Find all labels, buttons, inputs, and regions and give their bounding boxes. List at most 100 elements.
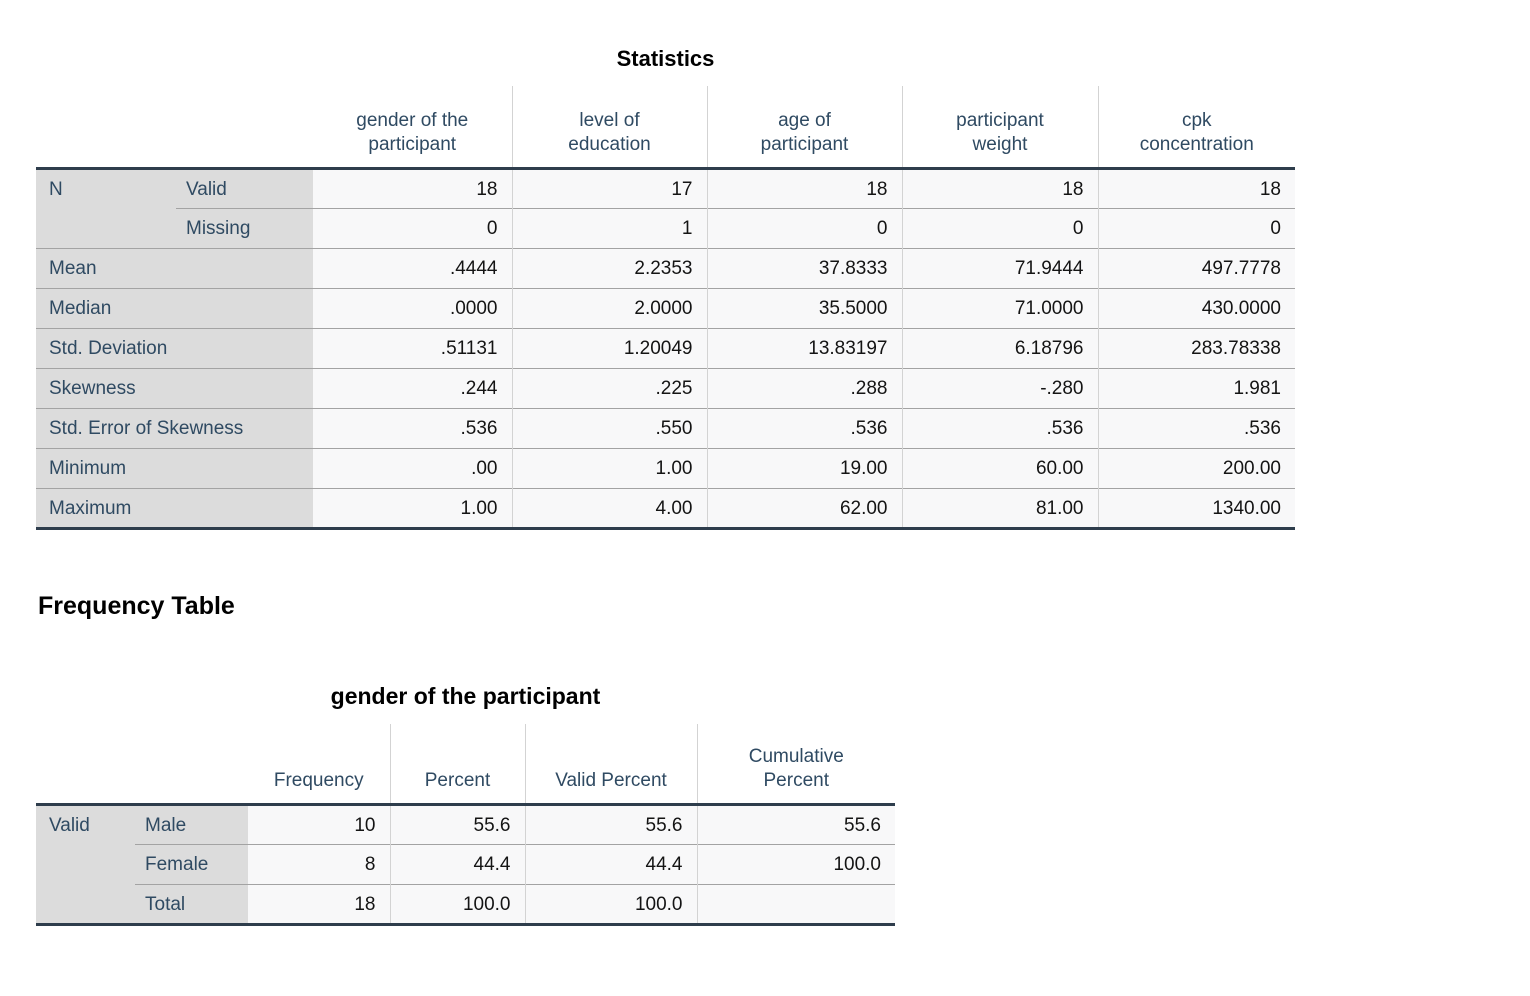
- value-cell: 1.981: [1097, 368, 1295, 409]
- value-cell: 62.00: [706, 488, 902, 529]
- statistics-table: gender of the participant level of educat…: [36, 86, 1295, 530]
- row-label: Minimum: [36, 448, 313, 489]
- value-cell: 497.7778: [1097, 248, 1295, 289]
- value-cell: 1: [511, 208, 707, 249]
- row-label: Std. Deviation: [36, 328, 313, 369]
- value-cell: 71.0000: [901, 288, 1098, 329]
- stub-header: [36, 86, 313, 170]
- spss-output-page: Statistics gender of the participant leve…: [0, 46, 1530, 926]
- column-header: Frequency: [248, 724, 390, 806]
- value-cell: 0: [706, 208, 902, 249]
- value-cell: 1.00: [313, 488, 512, 529]
- value-cell: 55.6: [696, 804, 895, 845]
- value-cell: 44.4: [389, 844, 525, 885]
- value-cell: -.280: [901, 368, 1098, 409]
- column-header: age of participant: [706, 86, 902, 170]
- frequency-header-row: Frequency Percent Valid Percent Cumulative …: [36, 724, 895, 806]
- value-cell: .00: [313, 448, 512, 489]
- value-cell: 6.18796: [901, 328, 1098, 369]
- value-cell: 19.00: [706, 448, 902, 489]
- value-cell: 18: [901, 168, 1098, 209]
- value-cell: 100.0: [389, 884, 525, 925]
- value-cell: .536: [313, 408, 512, 449]
- frequency-section: gender of the participant Frequency Perce…: [0, 683, 1530, 926]
- column-header: level of education: [511, 86, 707, 170]
- value-cell: .4444: [313, 248, 512, 289]
- row-label: Valid: [36, 804, 135, 925]
- value-cell: 0: [901, 208, 1098, 249]
- row-label: Skewness: [36, 368, 313, 409]
- value-cell: 60.00: [901, 448, 1098, 489]
- table-row: Std. Deviation .51131 1.20049 13.83197 6.187…: [36, 328, 1295, 369]
- value-cell: 44.4: [524, 844, 697, 885]
- value-cell: .536: [901, 408, 1098, 449]
- value-cell: .51131: [313, 328, 512, 369]
- table-row: Skewness .244.225.288 -.280 1.981: [36, 368, 1295, 409]
- value-cell: 13.83197: [706, 328, 902, 369]
- value-cell: .536: [1097, 408, 1295, 449]
- table-row: Maximum 1.00 4.00 62.00 81.00 1340.00: [36, 488, 1295, 529]
- value-cell: 1340.00: [1097, 488, 1295, 529]
- row-label: Mean: [36, 248, 313, 289]
- column-header: Valid Percent: [524, 724, 697, 806]
- column-header: gender of the participant: [313, 86, 512, 170]
- value-cell: 71.9444: [901, 248, 1098, 289]
- value-cell: 4.00: [511, 488, 707, 529]
- statistics-table-title: Statistics: [616, 46, 715, 71]
- gender-table-title: gender of the participant: [330, 683, 601, 709]
- row-sublabel: Total: [135, 884, 248, 925]
- row-label: Median: [36, 288, 313, 329]
- table-row: Valid Male 10 55.6 55.6 55.6: [36, 804, 895, 925]
- value-cell: 100.0: [524, 884, 697, 925]
- column-header: Cumulative Percent: [696, 724, 895, 806]
- value-cell: 18: [313, 168, 512, 209]
- table-row: N Valid 18 17 18 18 18: [36, 168, 1295, 249]
- row-label: N: [36, 168, 176, 249]
- row-sublabel: Female: [135, 844, 248, 885]
- table-row: Minimum .00 1.00 19.00 60.00 200.00: [36, 448, 1295, 489]
- value-cell: 18: [1097, 168, 1295, 209]
- value-cell: .550: [511, 408, 707, 449]
- value-cell: 10: [248, 804, 390, 845]
- stub-header: [36, 724, 248, 806]
- table-row: Median .0000 2.0000 35.5000 71.0000 430.0000: [36, 288, 1295, 329]
- value-cell: .536: [706, 408, 902, 449]
- value-cell: 1.00: [511, 448, 707, 489]
- value-cell: 0: [1097, 208, 1295, 249]
- table-row: Std. Error of Skewness .536.550.536.536.5…: [36, 408, 1295, 449]
- column-header: cpk concentration: [1097, 86, 1295, 170]
- value-cell: .0000: [313, 288, 512, 329]
- value-cell: 81.00: [901, 488, 1098, 529]
- table-row: Female 8 44.4 44.4 100.0: [36, 844, 895, 885]
- value-cell: 1.20049: [511, 328, 707, 369]
- value-cell: 18: [248, 884, 390, 925]
- row-sublabel: Male: [135, 804, 248, 845]
- value-cell: 283.78338: [1097, 328, 1295, 369]
- table-row: Total 18 100.0 100.0: [36, 884, 895, 925]
- column-header: participant weight: [901, 86, 1098, 170]
- value-cell: 37.8333: [706, 248, 902, 289]
- value-cell: 2.0000: [511, 288, 707, 329]
- column-header: Percent: [389, 724, 525, 806]
- value-cell: 100.0: [696, 844, 895, 885]
- gender-frequency-table: Frequency Percent Valid Percent Cumulative …: [36, 724, 895, 926]
- value-cell: .225: [511, 368, 707, 409]
- value-cell: 8: [248, 844, 390, 885]
- table-row: Missing 0 1 0 0 0: [36, 208, 1295, 249]
- statistics-section: Statistics gender of the participant leve…: [0, 46, 1530, 530]
- value-cell: 2.2353: [511, 248, 707, 289]
- value-cell: 200.00: [1097, 448, 1295, 489]
- value-cell: 18: [706, 168, 902, 209]
- row-label: Std. Error of Skewness: [36, 408, 313, 449]
- value-cell: 0: [313, 208, 512, 249]
- value-cell: 35.5000: [706, 288, 902, 329]
- value-cell: 17: [511, 168, 707, 209]
- value-cell: [696, 884, 895, 925]
- value-cell: 55.6: [389, 804, 525, 845]
- value-cell: 430.0000: [1097, 288, 1295, 329]
- table-row: Mean .4444 2.2353 37.8333 71.9444 497.7778: [36, 248, 1295, 289]
- value-cell: .288: [706, 368, 902, 409]
- value-cell: 55.6: [524, 804, 697, 845]
- value-cell: .244: [313, 368, 512, 409]
- row-label: Maximum: [36, 488, 313, 529]
